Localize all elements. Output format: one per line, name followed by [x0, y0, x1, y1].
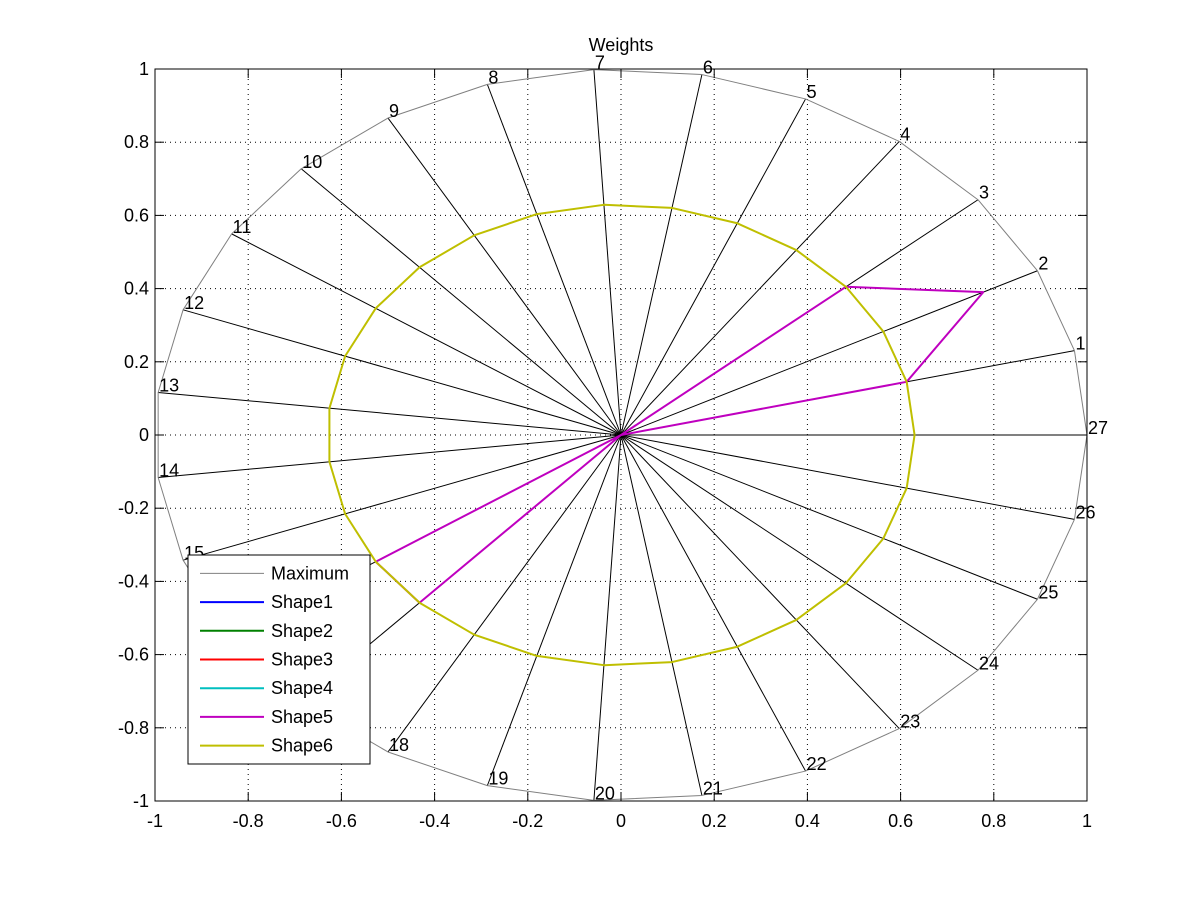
spoke-line — [620, 434, 900, 729]
y-tick-label: -0.6 — [118, 645, 149, 665]
spoke-lines — [158, 69, 1087, 801]
spoke-line — [593, 69, 622, 436]
y-tick-label: 0.6 — [124, 205, 149, 225]
spoke-label: 18 — [389, 735, 409, 755]
spoke-label: 3 — [979, 183, 989, 203]
x-tick-label: 0 — [616, 811, 626, 831]
spoke-line — [620, 434, 1038, 600]
spoke-label: 1 — [1075, 334, 1085, 354]
legend-label: Shape1 — [271, 592, 333, 612]
y-tick-label: -0.2 — [118, 498, 149, 518]
spoke-line — [486, 84, 622, 436]
spoke-label: 7 — [595, 53, 605, 73]
series-lines — [157, 69, 1088, 801]
spoke-line — [387, 117, 622, 436]
x-tick-label: -0.6 — [326, 811, 357, 831]
legend-label: Maximum — [271, 563, 349, 583]
y-axis-ticks: -1 -0.8 -0.6 -0.4 -0.2 0 0.2 0.4 0.6 0.8 1 — [118, 59, 1087, 811]
spoke-line — [620, 434, 807, 772]
spoke-line — [231, 233, 622, 436]
spoke-line — [620, 434, 1075, 520]
spoke-line — [158, 392, 622, 436]
spoke-label: 11 — [233, 217, 252, 237]
x-tick-label: 1 — [1082, 811, 1092, 831]
x-tick-label: 0.6 — [888, 811, 913, 831]
spoke-label: 25 — [1038, 582, 1058, 602]
y-tick-label: 0.4 — [124, 279, 149, 299]
spoke-line — [620, 98, 807, 436]
spoke-label: 23 — [900, 712, 920, 732]
x-tick-label: -1 — [147, 811, 163, 831]
legend-label: Shape5 — [271, 707, 333, 727]
y-tick-label: 0.2 — [124, 352, 149, 372]
spoke-label: 12 — [184, 293, 204, 313]
spoke-label: 10 — [302, 152, 322, 172]
y-tick-label: 0 — [139, 425, 149, 445]
series-line-shape5 — [374, 285, 985, 604]
series-line-maximum — [157, 69, 1088, 801]
spoke-label: 26 — [1075, 502, 1095, 522]
spoke-line — [620, 141, 900, 436]
legend-label: Shape4 — [271, 678, 333, 698]
x-tick-label: 0.2 — [702, 811, 727, 831]
spoke-line — [158, 434, 622, 478]
spoke-line — [182, 309, 622, 436]
spoke-label: 13 — [159, 376, 179, 396]
spoke-label: 2 — [1038, 254, 1048, 274]
x-tick-label: 0.8 — [981, 811, 1006, 831]
spoke-label: 5 — [807, 82, 817, 102]
spoke-line — [620, 270, 1038, 436]
x-tick-label: 0.4 — [795, 811, 820, 831]
x-tick-label: -0.4 — [419, 811, 450, 831]
spoke-line — [486, 434, 622, 786]
spoke-line — [300, 168, 622, 436]
spoke-label: 21 — [703, 778, 723, 798]
x-axis-ticks: -1 -0.8 -0.6 -0.4 -0.2 0 0.2 0.4 0.6 0.8 1 — [147, 69, 1092, 831]
y-tick-label: 1 — [139, 59, 149, 79]
spoke-line — [620, 434, 703, 796]
chart-title: Weights — [589, 35, 654, 55]
y-tick-label: -0.4 — [118, 571, 149, 591]
legend-label: Shape2 — [271, 621, 333, 641]
legend: Maximum Shape1 Shape2 Shape3 Shape4 Shape5 Sha… — [187, 554, 371, 765]
y-tick-label: 0.8 — [124, 132, 149, 152]
y-tick-label: -1 — [133, 791, 149, 811]
x-tick-label: -0.8 — [233, 811, 264, 831]
spoke-label: 27 — [1088, 418, 1108, 438]
spoke-line — [620, 74, 703, 436]
spoke-line — [387, 434, 622, 753]
spoke-label: 19 — [488, 769, 508, 789]
legend-label: Shape6 — [271, 736, 333, 756]
spoke-label: 9 — [389, 101, 399, 121]
spoke-label: 22 — [807, 754, 827, 774]
spoke-label: 4 — [900, 124, 910, 144]
spoke-label: 14 — [159, 460, 179, 480]
spoke-label: 6 — [703, 58, 713, 78]
x-tick-label: -0.2 — [512, 811, 543, 831]
legend-label: Shape3 — [271, 650, 333, 670]
spoke-label: 20 — [595, 783, 615, 803]
spoke-label: 8 — [488, 67, 498, 87]
spoke-line — [620, 434, 979, 671]
spoke-line — [593, 434, 622, 801]
y-tick-label: -0.8 — [118, 718, 149, 738]
spoke-line — [182, 434, 622, 561]
spoke-label: 24 — [979, 653, 999, 673]
series-line-shape6 — [328, 203, 916, 667]
